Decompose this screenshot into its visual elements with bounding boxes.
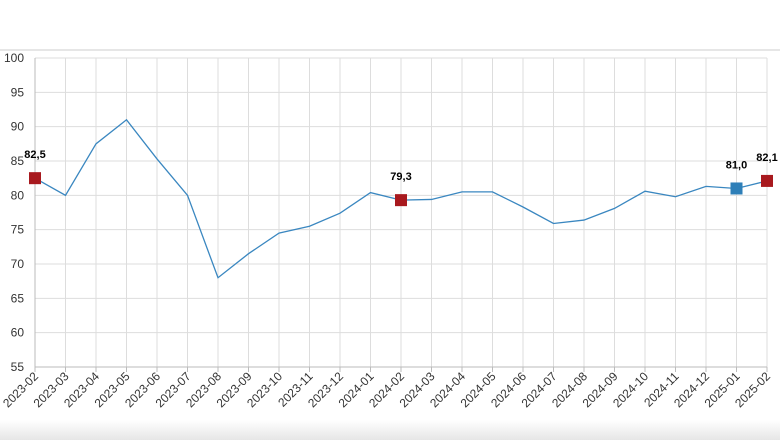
y-tick-label: 55 bbox=[11, 360, 25, 374]
value-label: 82,5 bbox=[24, 149, 45, 161]
highlight-marker bbox=[395, 194, 407, 207]
highlight-marker bbox=[761, 174, 773, 187]
footer-shade bbox=[0, 420, 780, 440]
y-tick-label: 100 bbox=[4, 51, 24, 65]
y-tick-label: 95 bbox=[11, 85, 25, 99]
value-label: 79,3 bbox=[390, 171, 411, 183]
y-tick-label: 75 bbox=[11, 223, 25, 237]
y-tick-label: 85 bbox=[11, 154, 25, 168]
y-tick-label: 90 bbox=[11, 120, 25, 134]
highlight-marker bbox=[730, 182, 743, 195]
highlight-marker bbox=[29, 172, 41, 185]
y-tick-label: 70 bbox=[11, 257, 25, 271]
value-label: 81,0 bbox=[726, 159, 747, 171]
y-tick-label: 65 bbox=[11, 291, 25, 305]
value-label: 82,1 bbox=[756, 152, 777, 164]
y-tick-label: 60 bbox=[11, 326, 25, 340]
y-tick-label: 80 bbox=[11, 188, 25, 202]
